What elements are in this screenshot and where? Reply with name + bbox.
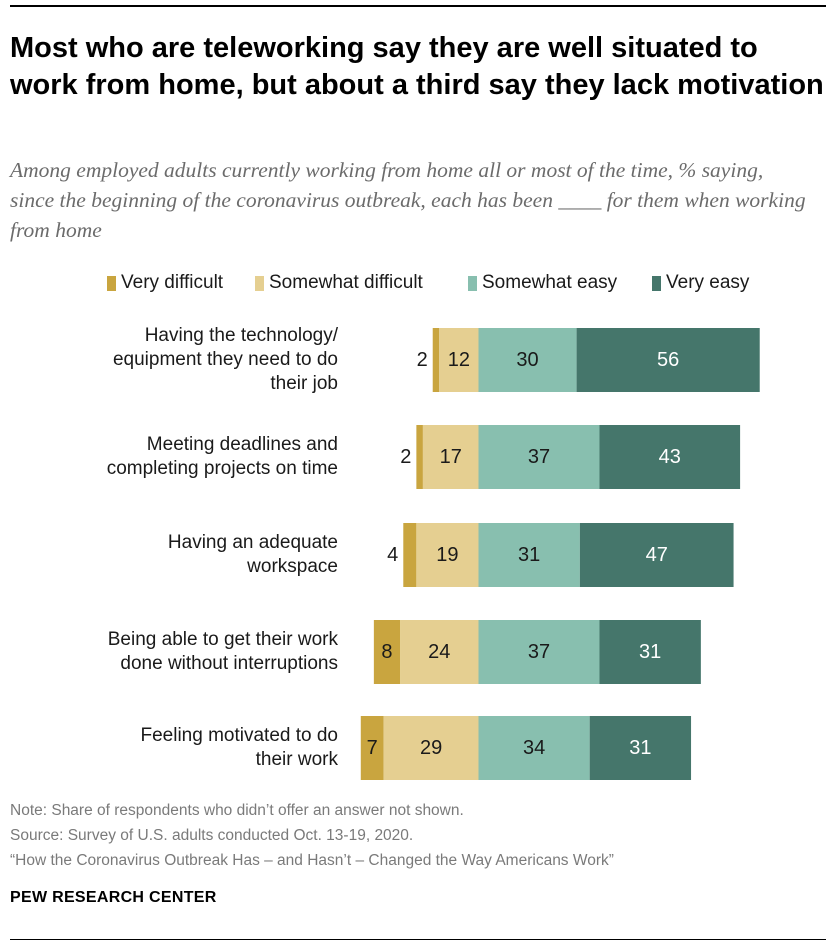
category-label-line: workspace bbox=[247, 556, 338, 577]
data-label-somewhat-easy: 37 bbox=[528, 641, 550, 663]
bar-segment-very-easy bbox=[599, 620, 701, 684]
bar-segment-somewhat-difficult bbox=[416, 523, 479, 587]
top-rule bbox=[10, 5, 826, 7]
chart-title: Most who are teleworking say they are we… bbox=[10, 32, 824, 101]
legend-label: Very difficult bbox=[121, 272, 224, 293]
bar-segment-somewhat-easy bbox=[478, 620, 600, 684]
data-label-somewhat-difficult: 19 bbox=[436, 544, 458, 566]
legend-item-somewhat-easy: Somewhat easy bbox=[468, 272, 617, 294]
data-label-very-easy: 31 bbox=[629, 737, 651, 759]
category-label-line: done without interruptions bbox=[120, 653, 338, 674]
data-label-very-difficult: 8 bbox=[381, 641, 392, 663]
category-label-line: equipment they need to do bbox=[112, 349, 338, 370]
category-label: Being able to get their work done without… bbox=[108, 628, 338, 676]
legend-item-very-difficult: Very difficult bbox=[107, 272, 223, 294]
data-label-very-easy: 56 bbox=[657, 349, 679, 371]
data-label-very-easy: 31 bbox=[639, 641, 661, 663]
data-label-somewhat-difficult: 24 bbox=[428, 641, 450, 663]
bar-segment-very-easy bbox=[589, 716, 692, 780]
bar-segment-somewhat-difficult bbox=[383, 716, 479, 780]
bar-segment-somewhat-easy bbox=[478, 328, 577, 392]
bottom-rule bbox=[10, 939, 826, 940]
data-label-very-difficult: 7 bbox=[367, 737, 378, 759]
data-label-very-easy: 47 bbox=[646, 544, 668, 566]
bar-segment-very-difficult bbox=[416, 425, 423, 489]
category-label: Feeling motivated to do their work bbox=[140, 724, 338, 772]
bar-segment-very-difficult bbox=[373, 620, 401, 684]
category-label-line: Feeling motivated to do bbox=[140, 725, 338, 746]
bar-segment-very-easy bbox=[576, 328, 760, 392]
bar-segment-somewhat-difficult bbox=[400, 620, 479, 684]
data-label-somewhat-difficult: 29 bbox=[420, 737, 442, 759]
legend-item-somewhat-difficult: Somewhat difficult bbox=[255, 272, 423, 294]
legend-label: Somewhat difficult bbox=[269, 272, 423, 293]
chart-subtitle: Among employed adults currently working … bbox=[10, 158, 806, 242]
data-label-somewhat-easy: 34 bbox=[523, 737, 545, 759]
legend-swatch bbox=[468, 275, 477, 291]
source-text: Source: Survey of U.S. adults conducted … bbox=[10, 827, 414, 844]
category-label-line: Having an adequate bbox=[167, 532, 338, 553]
legend-label: Very easy bbox=[666, 272, 750, 293]
data-label-very-difficult: 2 bbox=[417, 349, 428, 371]
category-label-line: completing projects on time bbox=[106, 458, 338, 479]
bar-segment-very-difficult bbox=[432, 328, 440, 392]
legend-swatch bbox=[107, 275, 116, 291]
bar-segment-very-easy bbox=[599, 425, 741, 489]
bar-segment-very-difficult bbox=[403, 523, 417, 587]
bar-segment-somewhat-easy bbox=[478, 716, 590, 780]
data-label-somewhat-difficult: 12 bbox=[448, 349, 470, 371]
bar-segment-somewhat-difficult bbox=[439, 328, 479, 392]
bar-segment-somewhat-easy bbox=[478, 523, 580, 587]
pew-research-center-logo: PEW RESEARCH CENTER bbox=[10, 889, 217, 906]
category-label: Meeting deadlines and completing projects… bbox=[107, 433, 338, 481]
legend-label: Somewhat easy bbox=[482, 272, 618, 293]
report-title: “How the Coronavirus Outbreak Has – and … bbox=[10, 852, 614, 869]
bar-segment-somewhat-difficult bbox=[422, 425, 479, 489]
data-label-very-difficult: 4 bbox=[387, 544, 398, 566]
data-label-very-easy: 43 bbox=[659, 446, 681, 468]
category-label-line: their job bbox=[270, 373, 338, 394]
category-label: Having the technology/equipment they nee… bbox=[113, 324, 338, 396]
category-label-line: Having the technology/ bbox=[144, 325, 338, 346]
category-label-line: their work bbox=[255, 749, 338, 770]
chart-notes: Note: Share of respondents who didn’t of… bbox=[10, 798, 826, 873]
category-label-line: Being able to get their work bbox=[107, 629, 338, 650]
legend-item-very-easy: Very easy bbox=[652, 272, 749, 294]
category-label: Having an adequate workspace bbox=[168, 531, 338, 579]
legend-swatch bbox=[255, 275, 264, 291]
category-label-line: Meeting deadlines and bbox=[146, 434, 338, 455]
bar-segment-somewhat-easy bbox=[478, 425, 600, 489]
bar-segment-very-easy bbox=[579, 523, 734, 587]
data-label-somewhat-difficult: 17 bbox=[440, 446, 462, 468]
bar-segment-very-difficult bbox=[360, 716, 384, 780]
data-label-somewhat-easy: 30 bbox=[516, 349, 538, 371]
legend-swatch bbox=[652, 275, 661, 291]
data-label-somewhat-easy: 31 bbox=[518, 544, 540, 566]
data-label-very-difficult: 2 bbox=[400, 446, 411, 468]
data-label-somewhat-easy: 37 bbox=[528, 446, 550, 468]
note-text: Note: Share of respondents who didn’t of… bbox=[10, 802, 464, 819]
